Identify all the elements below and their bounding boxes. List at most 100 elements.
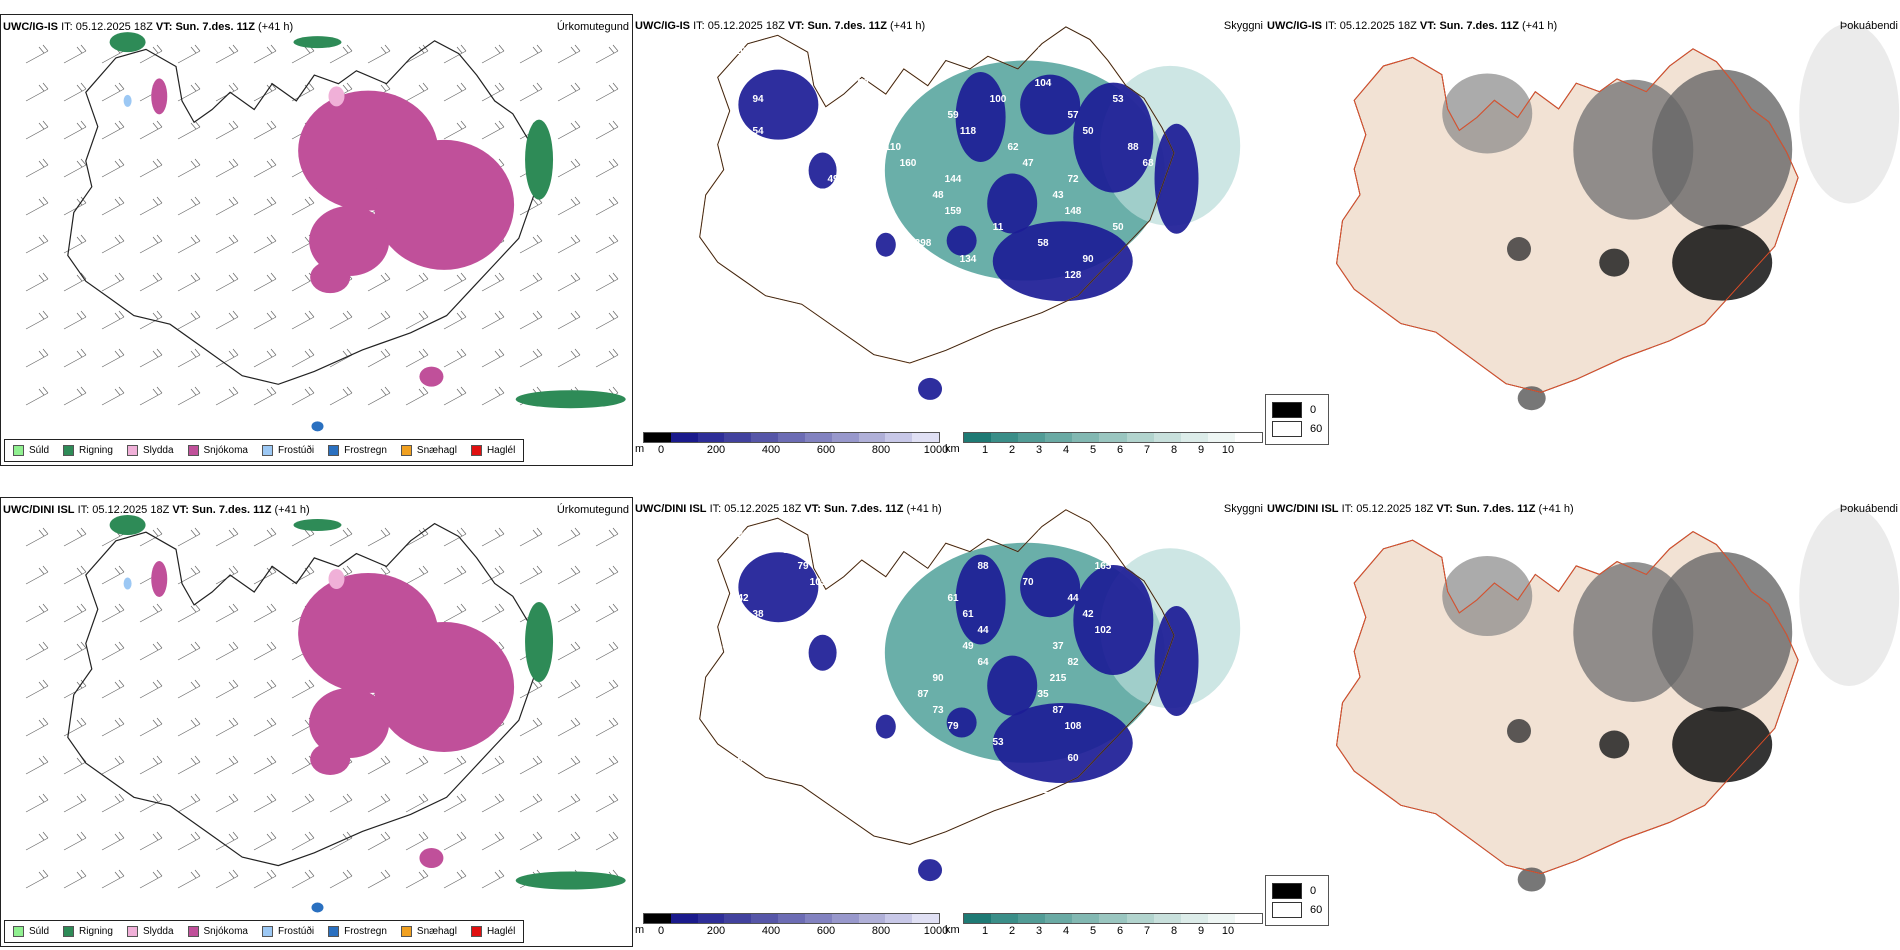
ceiling-value-label: 35 xyxy=(1037,689,1049,700)
ceiling-value-label: 79 xyxy=(797,561,809,572)
wind-barb-icon xyxy=(215,310,239,330)
snow-area xyxy=(151,78,168,115)
colorbar-bin xyxy=(1153,433,1181,442)
wind-barb-icon xyxy=(481,565,505,585)
colorbar-tick: 5 xyxy=(1089,925,1097,937)
wind-barb-icon xyxy=(215,234,239,254)
colorbar-bin xyxy=(1099,914,1127,923)
wind-barb-icon xyxy=(253,527,277,547)
wind-barb-icon xyxy=(253,158,277,178)
ceiling-area xyxy=(808,152,837,189)
ceiling-value-label: 94 xyxy=(872,94,884,105)
ceiling-value-label: 47 xyxy=(1022,158,1034,169)
ceiling-value-label: 69 xyxy=(1082,545,1094,556)
legend-swatch xyxy=(187,926,199,937)
ceiling-value-label: 62 xyxy=(1007,142,1019,153)
ceiling-value-label: 71 xyxy=(827,270,839,281)
colorbar-tick: 6 xyxy=(1116,444,1124,456)
wind-barb-icon xyxy=(405,386,429,406)
colorbar-unit: m xyxy=(635,924,645,936)
colorbar-tick: 1000 xyxy=(923,925,949,937)
wind-barb-icon xyxy=(253,641,277,661)
ceiling-value-label: 100 xyxy=(990,94,1007,105)
ceiling-area xyxy=(992,703,1133,783)
wind-barb-icon xyxy=(25,565,49,585)
colorbar-bin xyxy=(858,433,886,442)
wind-barb-icon xyxy=(101,158,125,178)
ceiling-area xyxy=(738,69,819,140)
wind-barb-icon xyxy=(443,120,467,140)
it-value: 05.12.2025 18Z xyxy=(707,20,785,32)
ceiling-value-label: 153 xyxy=(825,689,842,700)
rain-area xyxy=(515,390,626,409)
wind-barb-icon xyxy=(595,234,619,254)
wind-barb-icon xyxy=(63,386,87,406)
it-label: IT: xyxy=(77,504,90,516)
wind-barb-icon xyxy=(63,234,87,254)
wind-barb-icon xyxy=(101,82,125,102)
ceiling-value-label: 100 xyxy=(735,46,752,57)
ceiling-area xyxy=(992,221,1133,302)
wind-barb-icon xyxy=(481,120,505,140)
colorbar-tick: 7 xyxy=(1143,444,1151,456)
wind-barb-icon xyxy=(519,348,543,368)
road-network xyxy=(1336,48,1799,393)
colorbar-bin xyxy=(1207,433,1235,442)
colorbar-scale xyxy=(643,432,940,443)
wind-barb-icon xyxy=(63,82,87,102)
wind-barb-icon xyxy=(139,603,163,623)
ceiling-value-label: 82 xyxy=(1067,657,1079,668)
wind-barb-icon xyxy=(215,386,239,406)
wind-barb-icon xyxy=(367,310,391,330)
legend-item: Rigning xyxy=(63,926,113,937)
it-value: 05.12.2025 18Z xyxy=(724,503,802,515)
fog-area xyxy=(1652,69,1793,230)
fog-area xyxy=(1442,556,1533,636)
colorbar-bin xyxy=(1180,914,1208,923)
panel-title: UWC/DINI ISL IT: 05.12.2025 18Z VT: Sun.… xyxy=(1267,503,1574,515)
wind-barb-icon xyxy=(405,565,429,585)
wind-barb-icon xyxy=(215,755,239,775)
wind-barb-icon xyxy=(557,641,581,661)
wind-barb-icon xyxy=(177,755,201,775)
wind-barb-icon xyxy=(595,603,619,623)
wind-barb-icon xyxy=(557,272,581,292)
ceiling-value-label: 88 xyxy=(977,561,989,572)
variable-name: Skyggni xyxy=(1223,20,1263,32)
wind-barb-icon xyxy=(25,603,49,623)
snow-area xyxy=(419,366,444,387)
ceiling-area xyxy=(1154,606,1199,716)
ceiling-value-label: 68 xyxy=(1142,158,1154,169)
precip-map xyxy=(25,515,626,913)
wind-barb-icon xyxy=(291,82,315,102)
wind-barb-icon xyxy=(443,272,467,292)
wind-barb-icon xyxy=(139,793,163,813)
lead-time: (+41 h) xyxy=(890,20,926,32)
ceiling-value-label: 144 xyxy=(945,174,962,185)
wind-barb-icon xyxy=(139,272,163,292)
legend-swatch xyxy=(187,445,199,456)
vt-value: Sun. 7.des. 11Z xyxy=(807,20,887,32)
wind-barb-icon xyxy=(291,386,315,406)
freezing-rain-area xyxy=(311,421,324,432)
colorbar-tick: 9 xyxy=(1197,444,1205,456)
wind-barb-icon xyxy=(101,386,125,406)
wind-barb-icon xyxy=(253,310,277,330)
wind-barb-icon xyxy=(101,755,125,775)
vt-label: VT: xyxy=(155,21,173,33)
fog-area xyxy=(1442,73,1533,154)
ceiling-value-label: 43 xyxy=(1052,190,1064,201)
colorbar-bin xyxy=(1153,914,1181,923)
ceiling-colorbar: m 0 200 400 600 800 1000 xyxy=(635,913,948,938)
legend-label: Haglél xyxy=(486,926,516,937)
ceiling-area xyxy=(1154,123,1199,234)
legend-item: Snjókoma xyxy=(187,445,248,456)
wind-barb-icon xyxy=(557,755,581,775)
wind-barb-icon xyxy=(63,565,87,585)
fog-area xyxy=(1672,224,1773,301)
wind-barb-icon xyxy=(291,869,315,889)
colorbar-bin xyxy=(1099,433,1127,442)
colorbar-ticks: 0 200 400 600 800 1000 xyxy=(635,924,948,938)
wind-barb-icon xyxy=(25,831,49,851)
legend-item: 0 xyxy=(1272,883,1322,899)
